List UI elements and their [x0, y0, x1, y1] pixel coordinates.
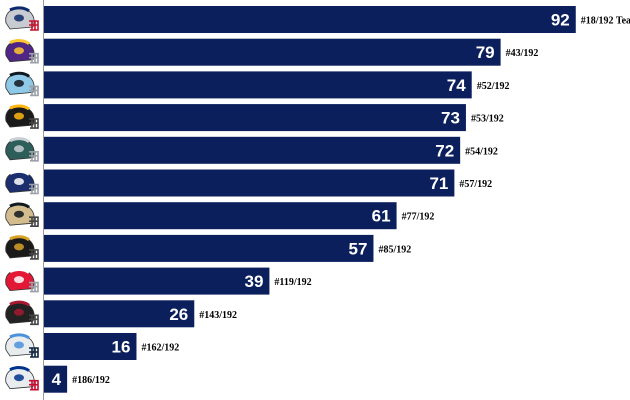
helmet-stripe: [9, 202, 30, 209]
bar: [44, 6, 576, 33]
bar: [44, 365, 68, 393]
rank-label: #53/192: [471, 114, 504, 125]
helmet-stripe: [9, 300, 30, 307]
helmet-stripe: [9, 267, 30, 274]
helmet-logo: [14, 112, 24, 120]
helmet-stripe: [9, 6, 30, 13]
bar-value-label: 73: [441, 109, 460, 128]
bar-value-label: 16: [112, 338, 131, 357]
rank-label: #119/192: [274, 277, 311, 288]
rank-label: #85/192: [378, 244, 411, 255]
helmet-logo: [14, 47, 24, 55]
rank-label: #77/192: [402, 212, 435, 223]
bar-value-label: 26: [169, 305, 188, 324]
helmet-facemask: [29, 216, 39, 227]
helmet-logo: [14, 178, 24, 185]
helmet-logo: [14, 243, 24, 251]
helmet-facemask: [29, 314, 39, 326]
team-helmet-icon: [5, 104, 39, 129]
bar: [44, 38, 501, 66]
rank-label: #18/192 Teams: [581, 16, 630, 27]
helmet-stripe: [9, 71, 30, 78]
helmet-stripe: [9, 333, 30, 340]
bar-value-label: 39: [244, 272, 263, 291]
helmet-facemask: [29, 347, 39, 358]
helmet-facemask: [29, 151, 39, 162]
helmet-stripe: [9, 366, 30, 372]
bar: [44, 104, 466, 132]
team-helmet-icon: [5, 235, 39, 260]
rank-label: #186/192: [72, 375, 110, 386]
helmet-logo: [14, 308, 24, 316]
bar-value-label: 79: [476, 43, 495, 62]
team-helmet-icon: [5, 71, 39, 97]
rank-label: #57/192: [459, 179, 492, 190]
rank-label: #162/192: [141, 343, 179, 354]
helmet-stripe: [9, 169, 30, 176]
bar: [44, 333, 137, 360]
bar-value-label: 71: [429, 174, 448, 193]
helmet-stripe: [9, 104, 30, 111]
helmet-facemask: [29, 52, 39, 64]
helmet-facemask: [29, 281, 39, 293]
bar: [44, 136, 461, 164]
team-helmet-icon: [5, 267, 39, 293]
bar-value-label: 4: [52, 370, 62, 389]
helmet-facemask: [29, 85, 39, 97]
team-helmet-icon: [5, 366, 39, 391]
helmet-facemask: [29, 379, 39, 391]
helmet-facemask: [29, 20, 39, 31]
helmet-facemask: [29, 118, 39, 129]
helmet-logo: [14, 14, 24, 22]
bar-value-label: 61: [372, 207, 391, 226]
helmet-stripe: [9, 137, 30, 144]
rank-label: #52/192: [477, 81, 510, 92]
team-helmet-icon: [5, 39, 39, 64]
rank-label: #143/192: [199, 310, 237, 321]
helmet-logo: [14, 374, 24, 382]
helmet-stripe: [9, 39, 30, 45]
bar: [44, 234, 374, 262]
bar: [44, 202, 397, 230]
helmet-logo: [14, 341, 24, 349]
helmet-stripe: [9, 235, 30, 242]
bar: [44, 300, 195, 328]
bar: [44, 169, 455, 197]
bar-value-label: 92: [551, 11, 570, 30]
team-helmet-icon: [5, 6, 39, 31]
bar-value-label: 72: [435, 141, 454, 160]
helmet-logo: [14, 276, 24, 284]
bar: [44, 267, 270, 295]
team-helmet-icon: [5, 169, 39, 195]
rank-label: #43/192: [506, 48, 539, 59]
team-helmet-icon: [5, 333, 39, 358]
team-helmet-icon: [5, 137, 39, 162]
rank-label: #54/192: [465, 146, 498, 157]
helmet-logo: [14, 210, 24, 218]
helmet-logo: [14, 145, 24, 153]
helmet-logo: [14, 79, 24, 87]
team-helmet-icon: [5, 202, 39, 227]
bar: [44, 71, 472, 99]
helmet-facemask: [29, 183, 39, 195]
helmet-facemask: [29, 249, 39, 260]
bar-value-label: 57: [349, 239, 368, 258]
team-helmet-icon: [5, 300, 39, 326]
bar-value-label: 74: [447, 76, 466, 95]
